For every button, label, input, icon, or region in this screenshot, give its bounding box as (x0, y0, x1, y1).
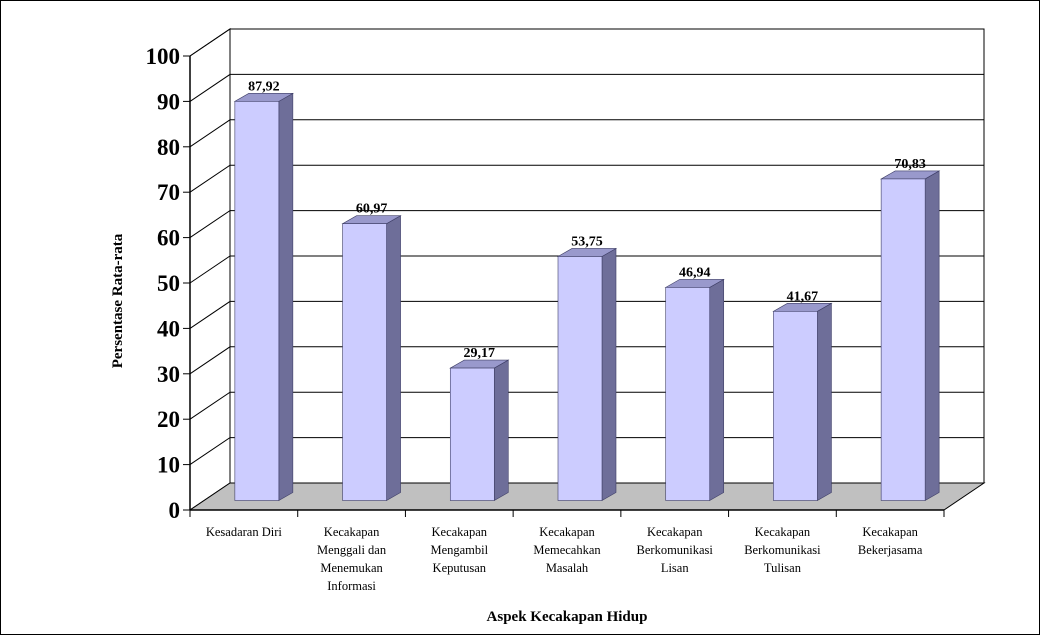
x-tick-label: Kecakapan (324, 525, 380, 539)
y-tick-label: 80 (157, 135, 180, 160)
gridline (189, 73, 984, 102)
x-tick-label: Mengambil (430, 543, 488, 557)
x-tick-label: Kecakapan (539, 525, 595, 539)
data-label: 53,75 (571, 234, 603, 249)
y-tick-label: 70 (157, 180, 180, 205)
x-tick-label: Memecahkan (533, 543, 601, 557)
gridline (189, 28, 984, 57)
bar-side (278, 92, 294, 502)
bar (449, 367, 495, 501)
data-label: 29,17 (464, 346, 496, 361)
y-tick-label: 10 (157, 453, 180, 478)
gridline (189, 210, 984, 239)
gridline (189, 346, 984, 375)
gridline (189, 164, 984, 193)
x-tick-label: Masalah (546, 561, 589, 575)
gridline (189, 391, 984, 420)
bar-side (493, 359, 509, 502)
gridline (189, 437, 984, 466)
data-label: 87,92 (248, 79, 280, 94)
x-tick-label: Informasi (327, 579, 376, 593)
x-tick-label: Kesadaran Diri (206, 525, 283, 539)
bar-side (601, 247, 617, 502)
x-tick-label: Bekerjasama (858, 543, 923, 557)
data-label: 46,94 (679, 265, 711, 280)
x-tick-label: Keputusan (433, 561, 487, 575)
y-tick-label: 60 (157, 226, 180, 251)
bar-side (924, 170, 940, 502)
bar (880, 178, 926, 501)
x-tick-label: Berkomunikasi (744, 543, 821, 557)
data-label: 41,67 (787, 289, 819, 304)
bar-side (709, 278, 725, 502)
y-tick-label: 50 (157, 271, 180, 296)
bar (773, 311, 818, 501)
y-tick-label: 30 (157, 362, 180, 387)
y-tick-label: 40 (157, 316, 180, 341)
x-tick-label: Menggali dan (317, 543, 387, 557)
data-label: 60,97 (356, 202, 388, 217)
x-axis-title: Aspek Kecakapan Hidup (487, 609, 648, 625)
x-tick-label: Lisan (661, 561, 690, 575)
data-label: 70,83 (894, 157, 926, 172)
bar (234, 101, 280, 501)
x-tick-label: Kecakapan (432, 525, 488, 539)
gridline (189, 300, 984, 329)
bar (665, 287, 711, 501)
gridline (189, 119, 984, 148)
y-tick-label: 0 (169, 498, 181, 523)
x-tick-label: Kecakapan (862, 525, 918, 539)
x-tick-label: Berkomunikasi (637, 543, 714, 557)
x-tick-label: Kecakapan (755, 525, 811, 539)
x-tick-label: Kecakapan (647, 525, 703, 539)
bar-side (817, 302, 832, 502)
y-axis-title: Persentase Rata-rata (110, 233, 126, 368)
y-tick-label: 90 (157, 89, 180, 114)
gridline (189, 255, 984, 284)
x-tick-label: Tulisan (764, 561, 802, 575)
bar (557, 256, 603, 501)
bar (342, 223, 387, 501)
y-tick-label: 100 (146, 44, 181, 69)
bar-side (386, 215, 401, 502)
y-tick-label: 20 (157, 407, 180, 432)
x-tick-label: Menemukan (320, 561, 383, 575)
